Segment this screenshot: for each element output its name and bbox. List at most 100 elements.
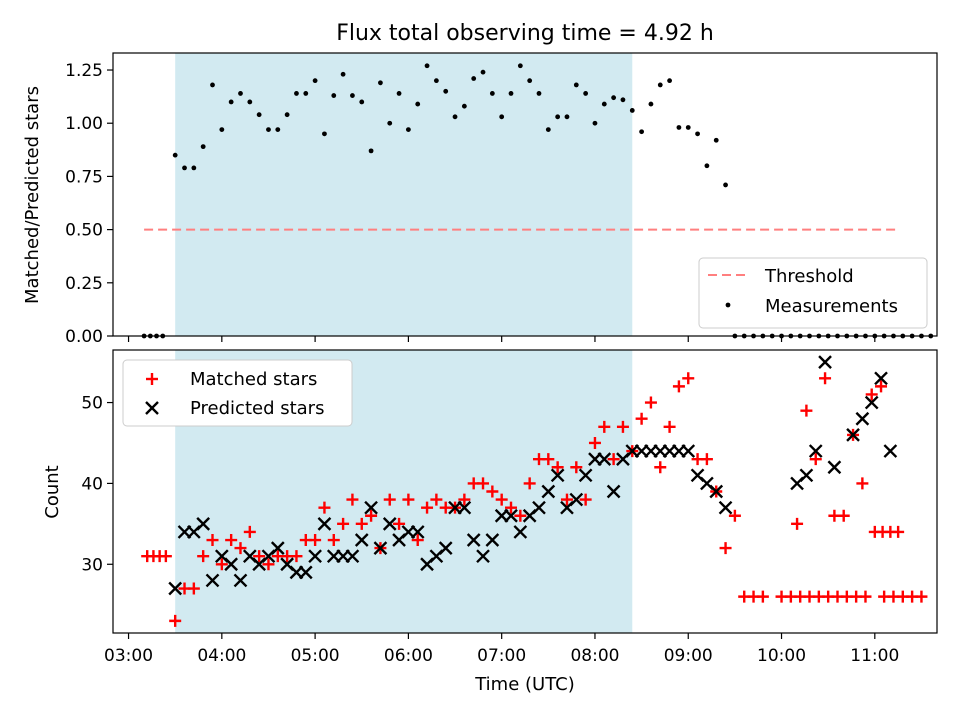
y-tick-label: 0.00 xyxy=(65,327,103,347)
predicted-star-point xyxy=(438,541,453,555)
matched-star-point xyxy=(672,380,685,393)
matched-star-point xyxy=(262,558,275,571)
predicted-star-point xyxy=(382,516,397,531)
x-tick-label: 07:00 xyxy=(477,646,526,666)
matched-star-point xyxy=(859,590,872,603)
measurement-point xyxy=(405,127,411,133)
x-tick-label: 11:00 xyxy=(850,646,899,666)
matched-star-point xyxy=(542,453,555,466)
predicted-star-point xyxy=(541,484,556,499)
ratio-panel: 0.00 0.25 0.50 0.75 1.00 1.25 Matched/Predict… xyxy=(22,52,938,347)
measurement-point xyxy=(396,91,402,96)
matched-star-point xyxy=(654,461,667,474)
measurement-point xyxy=(545,127,551,133)
matched-star-point xyxy=(719,542,732,555)
matched-star-point xyxy=(570,461,583,474)
predicted-star-point xyxy=(709,484,724,499)
predicted-star-point xyxy=(597,452,612,467)
measurement-point xyxy=(312,78,318,84)
y-tick-label: 30 xyxy=(81,555,103,575)
matched-star-point xyxy=(253,550,266,563)
measurement-point xyxy=(508,91,514,96)
measurement-point xyxy=(489,91,495,96)
matched-star-point xyxy=(700,453,713,466)
matched-star-point xyxy=(579,493,592,506)
matched-star-point xyxy=(598,420,611,433)
predicted-star-point xyxy=(196,516,211,531)
measurement-point xyxy=(695,131,700,137)
x-tick-label: 03:00 xyxy=(104,646,153,666)
matched-star-point xyxy=(327,534,340,547)
predicted-star-point xyxy=(308,549,322,564)
legend-predicted-label: Predicted stars xyxy=(190,398,324,419)
measurement-point xyxy=(322,131,327,137)
matched-star-point xyxy=(430,493,443,506)
matched-star-point xyxy=(486,485,499,498)
measurement-point xyxy=(676,125,682,130)
matched-star-point xyxy=(187,582,200,595)
predicted-star-point xyxy=(476,549,490,564)
matched-star-point xyxy=(159,550,172,563)
measurement-point xyxy=(667,78,672,84)
predicted-star-point xyxy=(681,444,696,458)
matched-star-point xyxy=(318,501,331,514)
count-plot-frame xyxy=(112,349,938,634)
matched-star-point xyxy=(560,493,573,506)
measurement-point xyxy=(639,129,645,135)
matched-star-point xyxy=(616,420,629,433)
count-x-axis-ticks: 03:00 04:00 05:00 06:00 07:00 08:00 09:00 10:00… xyxy=(104,633,899,666)
measurement-point xyxy=(247,99,253,105)
y-tick-label: 0.25 xyxy=(65,274,103,294)
measurement-point xyxy=(433,78,439,84)
measurement-point xyxy=(275,127,281,133)
matched-star-point xyxy=(243,525,256,538)
predicted-star-point xyxy=(578,468,593,483)
measurement-point xyxy=(228,99,234,105)
measurement-point xyxy=(210,82,215,88)
matched-star-point xyxy=(514,509,527,522)
matched-star-point xyxy=(875,380,888,393)
predicted-star-point xyxy=(504,508,518,523)
legend-threshold-label: Threshold xyxy=(764,266,854,287)
matched-star-point xyxy=(337,517,350,530)
predicted-star-point xyxy=(513,525,528,539)
legend-predicted-swatch xyxy=(145,401,159,415)
matched-star-point xyxy=(682,372,695,385)
measurement-point xyxy=(555,114,561,120)
matched-star-point xyxy=(523,477,536,490)
measurement-point xyxy=(601,101,607,107)
measurement-point xyxy=(294,91,299,96)
measurement-point xyxy=(704,163,710,169)
predicted-star-point xyxy=(550,468,565,483)
matched-star-point xyxy=(791,517,804,530)
count-y-axis-label: Count xyxy=(42,465,63,518)
measurement-point xyxy=(172,152,178,158)
matched-star-point xyxy=(728,509,741,522)
predicted-star-point xyxy=(883,444,898,458)
measurement-point xyxy=(713,137,719,143)
predicted-star-point xyxy=(808,444,823,458)
matched-star-point xyxy=(756,590,769,603)
matched-star-point xyxy=(819,372,832,385)
measurement-point xyxy=(723,182,728,188)
matched-star-point xyxy=(644,396,657,409)
measurement-point xyxy=(564,114,570,120)
matched-star-point xyxy=(505,501,518,514)
y-tick-label: 1.25 xyxy=(65,61,103,81)
matched-star-point xyxy=(865,388,878,401)
x-tick-label: 08:00 xyxy=(570,646,619,666)
measurement-point xyxy=(340,71,346,77)
predicted-star-point xyxy=(233,573,248,588)
y-tick-label: 0.50 xyxy=(65,221,103,241)
measurement-point xyxy=(303,91,309,96)
predicted-star-point xyxy=(373,541,388,555)
predicted-star-point xyxy=(485,533,500,547)
matched-star-point xyxy=(225,534,238,547)
matched-star-point xyxy=(458,493,471,506)
x-axis-label: Time (UTC) xyxy=(474,674,575,695)
measurement-point xyxy=(424,63,430,69)
matched-star-point xyxy=(290,550,303,563)
matched-star-point xyxy=(365,509,378,522)
measurement-point xyxy=(461,103,467,109)
measurement-point xyxy=(378,80,383,86)
